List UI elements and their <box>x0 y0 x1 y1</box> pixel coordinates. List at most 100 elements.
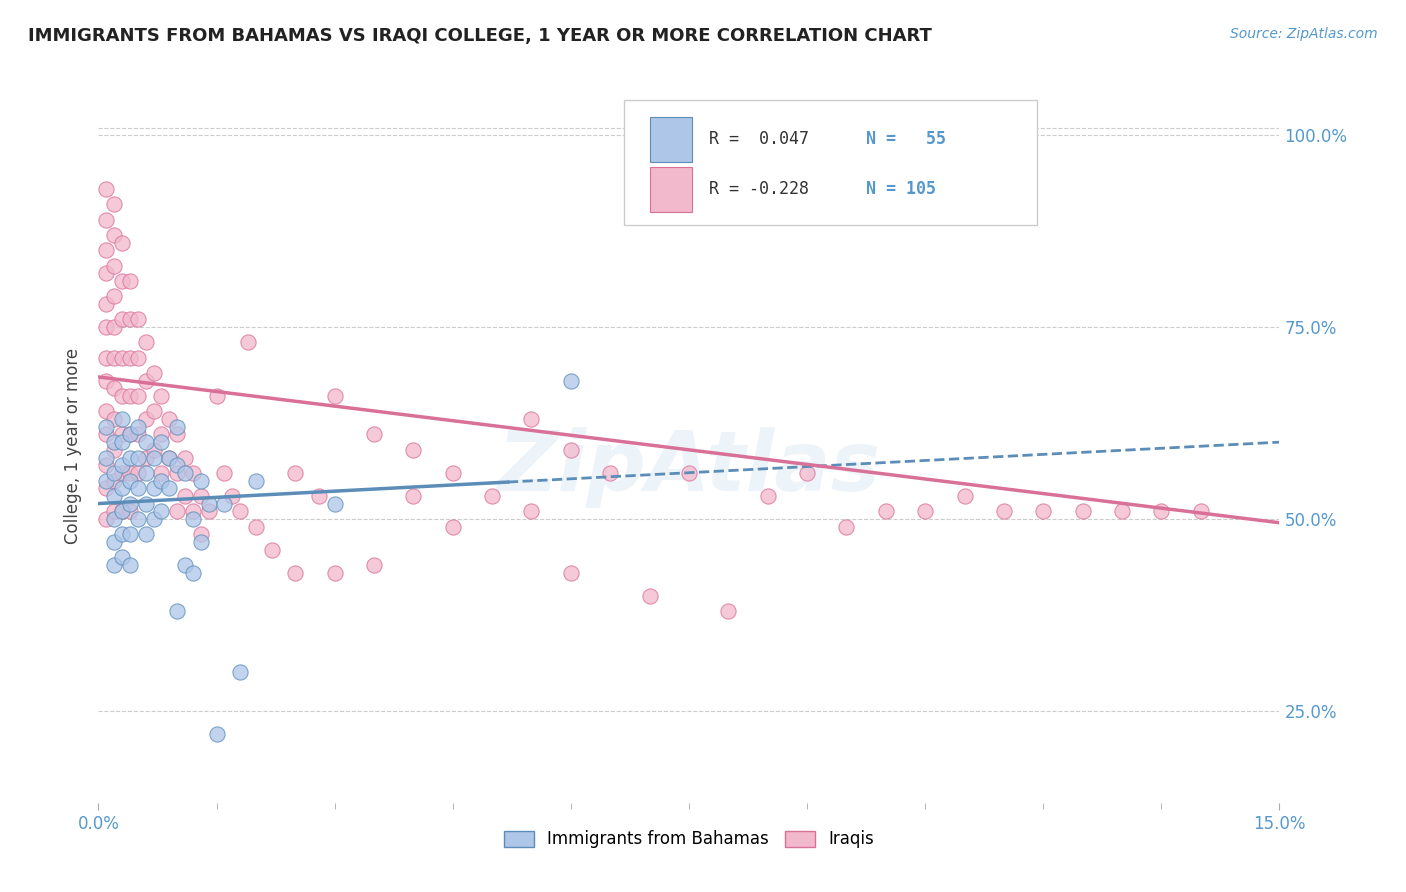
Point <box>181 512 204 526</box>
Point <box>111 412 134 426</box>
Point <box>127 419 149 434</box>
Point <box>103 512 125 526</box>
Point <box>323 389 346 403</box>
Point <box>190 489 212 503</box>
Point <box>103 466 125 480</box>
Point <box>118 504 141 518</box>
Point <box>245 474 267 488</box>
Point <box>111 351 134 365</box>
Point <box>103 489 125 503</box>
Point <box>197 497 219 511</box>
Y-axis label: College, 1 year or more: College, 1 year or more <box>65 348 83 544</box>
Point <box>111 312 134 326</box>
Point <box>111 504 134 518</box>
Point <box>284 566 307 580</box>
Point <box>166 419 188 434</box>
Point <box>118 466 141 480</box>
Point <box>118 312 141 326</box>
Point <box>118 389 141 403</box>
Point <box>150 389 173 403</box>
Point <box>150 466 173 480</box>
Point <box>166 458 188 473</box>
Point <box>150 435 173 450</box>
Point <box>260 542 283 557</box>
Point <box>190 535 212 549</box>
Point <box>127 466 149 480</box>
Point <box>166 504 188 518</box>
Point <box>197 504 219 518</box>
Point <box>103 412 125 426</box>
Point <box>150 427 173 442</box>
Point <box>96 419 118 434</box>
Point <box>142 512 165 526</box>
Point <box>1032 504 1054 518</box>
Text: IMMIGRANTS FROM BAHAMAS VS IRAQI COLLEGE, 1 YEAR OR MORE CORRELATION CHART: IMMIGRANTS FROM BAHAMAS VS IRAQI COLLEGE… <box>28 27 932 45</box>
Point <box>678 466 700 480</box>
Point <box>111 504 134 518</box>
Point <box>118 274 141 288</box>
Point <box>993 504 1015 518</box>
Point <box>96 320 118 334</box>
Point <box>103 442 125 457</box>
Point <box>103 435 125 450</box>
Point <box>520 412 543 426</box>
Point <box>96 481 118 495</box>
Point <box>166 466 188 480</box>
Point <box>135 497 157 511</box>
Point <box>111 466 134 480</box>
Point <box>214 466 236 480</box>
Point <box>103 535 125 549</box>
Point <box>835 519 858 533</box>
Point <box>221 489 243 503</box>
Point <box>118 450 141 465</box>
Point <box>111 235 134 250</box>
Point <box>717 604 740 618</box>
Point <box>103 504 125 518</box>
Point <box>181 466 204 480</box>
Point <box>96 474 118 488</box>
Point <box>103 320 125 334</box>
Point <box>599 466 621 480</box>
Point <box>560 374 582 388</box>
Point <box>953 489 976 503</box>
Point <box>150 504 173 518</box>
Point <box>111 435 134 450</box>
Point <box>96 182 118 196</box>
Point <box>229 504 252 518</box>
Point <box>441 519 464 533</box>
Point <box>166 427 188 442</box>
Point <box>103 474 125 488</box>
FancyBboxPatch shape <box>624 100 1038 225</box>
Point <box>441 466 464 480</box>
Point <box>190 527 212 541</box>
Point <box>1111 504 1133 518</box>
Text: N =   55: N = 55 <box>866 130 946 148</box>
Point <box>157 481 180 495</box>
Point <box>118 558 141 572</box>
Point <box>402 442 425 457</box>
Point <box>118 351 141 365</box>
Point <box>111 427 134 442</box>
Point <box>135 527 157 541</box>
Point <box>96 297 118 311</box>
Point <box>174 489 197 503</box>
Point <box>96 244 118 258</box>
Point <box>103 259 125 273</box>
Point <box>323 566 346 580</box>
Point <box>96 351 118 365</box>
Text: N = 105: N = 105 <box>866 180 936 198</box>
Point <box>118 527 141 541</box>
Point <box>103 351 125 365</box>
Point <box>96 404 118 418</box>
Point <box>205 727 228 741</box>
Point <box>96 374 118 388</box>
Point <box>118 427 141 442</box>
Point <box>135 335 157 350</box>
Point <box>638 589 661 603</box>
Point <box>1150 504 1173 518</box>
Point <box>284 466 307 480</box>
Point <box>118 474 141 488</box>
Point <box>157 450 180 465</box>
Point <box>756 489 779 503</box>
Point <box>96 212 118 227</box>
